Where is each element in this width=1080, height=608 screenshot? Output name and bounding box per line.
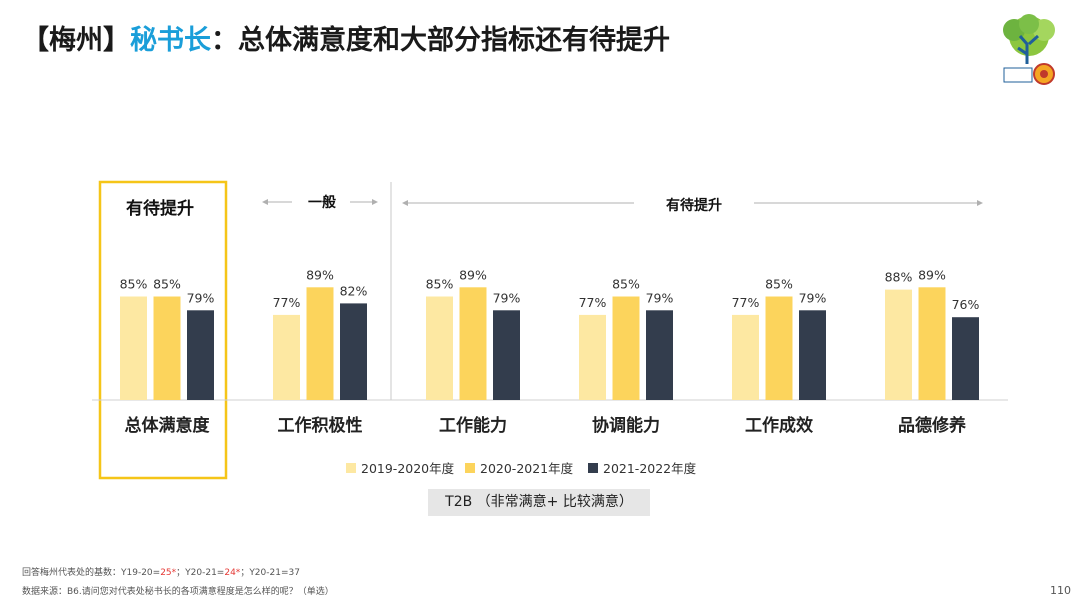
data-label-5-1: 77% xyxy=(732,295,760,310)
bar-3-series-3 xyxy=(493,310,520,400)
bar-6-series-3 xyxy=(952,317,979,400)
bar-1-series-2 xyxy=(153,296,181,400)
bars-layer: 85% 85% 79% 总体满意度 77% 89% 82% 工作积极性 85% 89% 79% 工作能… xyxy=(120,267,980,436)
data-label-2-2: 89% xyxy=(306,267,334,282)
bar-6-series-2 xyxy=(918,287,946,400)
legend: 2019-2020年度 2020-2021年度 2021-2022年度 xyxy=(346,461,697,476)
title-prefix: 【梅州】 xyxy=(22,25,130,56)
title-highlight: 秘书长 xyxy=(130,25,211,56)
footnote-base-v2: 24* xyxy=(224,568,241,578)
data-label-2-1: 77% xyxy=(273,295,301,310)
footnote-base-mid1: ；Y20-21= xyxy=(176,568,225,578)
tree-logo-icon xyxy=(1003,14,1055,85)
bar-5-series-3 xyxy=(799,310,826,400)
category-label-5: 工作成效 xyxy=(745,415,813,436)
data-label-6-3: 76% xyxy=(952,297,980,312)
highlight-box xyxy=(98,180,228,480)
legend-swatch-1 xyxy=(346,463,356,473)
footnote-base-prefix: 回答梅州代表处的基数：Y19-20= xyxy=(22,568,161,578)
bar-4-series-2 xyxy=(612,296,640,400)
data-label-1-2: 85% xyxy=(153,277,181,292)
data-label-6-1: 88% xyxy=(885,270,913,285)
group-label-2: 一般 xyxy=(308,194,336,211)
data-label-3-3: 79% xyxy=(493,290,521,305)
data-label-3-1: 85% xyxy=(426,277,454,292)
title-rest: ：总体满意度和大部分指标还有待提升 xyxy=(211,25,670,56)
bar-2-series-3 xyxy=(340,303,367,400)
data-label-1-1: 85% xyxy=(120,277,148,292)
bar-5-series-1 xyxy=(732,314,759,400)
data-label-4-3: 79% xyxy=(646,290,674,305)
legend-swatch-3 xyxy=(588,463,598,473)
category-label-6: 品德修养 xyxy=(898,415,967,436)
footnote-base: 回答梅州代表处的基数：Y19-20=25*；Y20-21=24*；Y20-21=… xyxy=(22,565,300,578)
data-label-2-3: 82% xyxy=(340,283,368,298)
bar-5-series-2 xyxy=(765,296,793,400)
group-arrow-2 xyxy=(262,199,378,205)
bar-6-series-1 xyxy=(885,289,912,400)
bar-1-series-1 xyxy=(120,296,147,400)
group-label-3: 有待提升 xyxy=(666,197,722,214)
category-label-4: 协调能力 xyxy=(592,415,660,436)
footnote-base-v1: 25* xyxy=(160,568,177,578)
page-number: 110 xyxy=(1050,584,1071,597)
data-label-3-2: 89% xyxy=(459,267,487,282)
data-label-5-2: 85% xyxy=(765,277,793,292)
bar-3-series-1 xyxy=(426,296,453,400)
data-label-4-1: 77% xyxy=(579,295,607,310)
footnote-base-v3: 37 xyxy=(288,568,300,578)
legend-label-3: 2021-2022年度 xyxy=(603,461,697,476)
data-label-1-3: 79% xyxy=(187,290,215,305)
bar-4-series-3 xyxy=(646,310,673,400)
page-title: 【梅州】秘书长：总体满意度和大部分指标还有待提升 xyxy=(22,18,670,57)
data-label-6-2: 89% xyxy=(918,267,946,282)
bar-4-series-1 xyxy=(579,314,606,400)
bar-1-series-3 xyxy=(187,310,214,400)
footnote-source: 数据来源：B6.请问您对代表处秘书长的各项满意程度是怎么样的呢？（单选） xyxy=(22,587,334,597)
legend-swatch-2 xyxy=(465,463,475,473)
bar-2-series-1 xyxy=(273,314,300,400)
bar-3-series-2 xyxy=(459,287,487,400)
legend-label-2: 2020-2021年度 xyxy=(480,461,574,476)
group-label-1: 有待提升 xyxy=(126,198,194,219)
footnote-base-mid2: ；Y20-21= xyxy=(240,568,289,578)
bar-2-series-2 xyxy=(306,287,334,400)
category-label-1: 总体满意度 xyxy=(125,415,211,436)
metric-label: T2B （非常满意+ 比较满意） xyxy=(428,489,650,516)
category-label-3: 工作能力 xyxy=(439,415,507,436)
legend-label-1: 2019-2020年度 xyxy=(361,461,455,476)
data-label-4-2: 85% xyxy=(612,277,640,292)
group-arrow-3 xyxy=(402,200,983,206)
data-label-5-3: 79% xyxy=(799,290,827,305)
category-label-2: 工作积极性 xyxy=(278,415,363,436)
